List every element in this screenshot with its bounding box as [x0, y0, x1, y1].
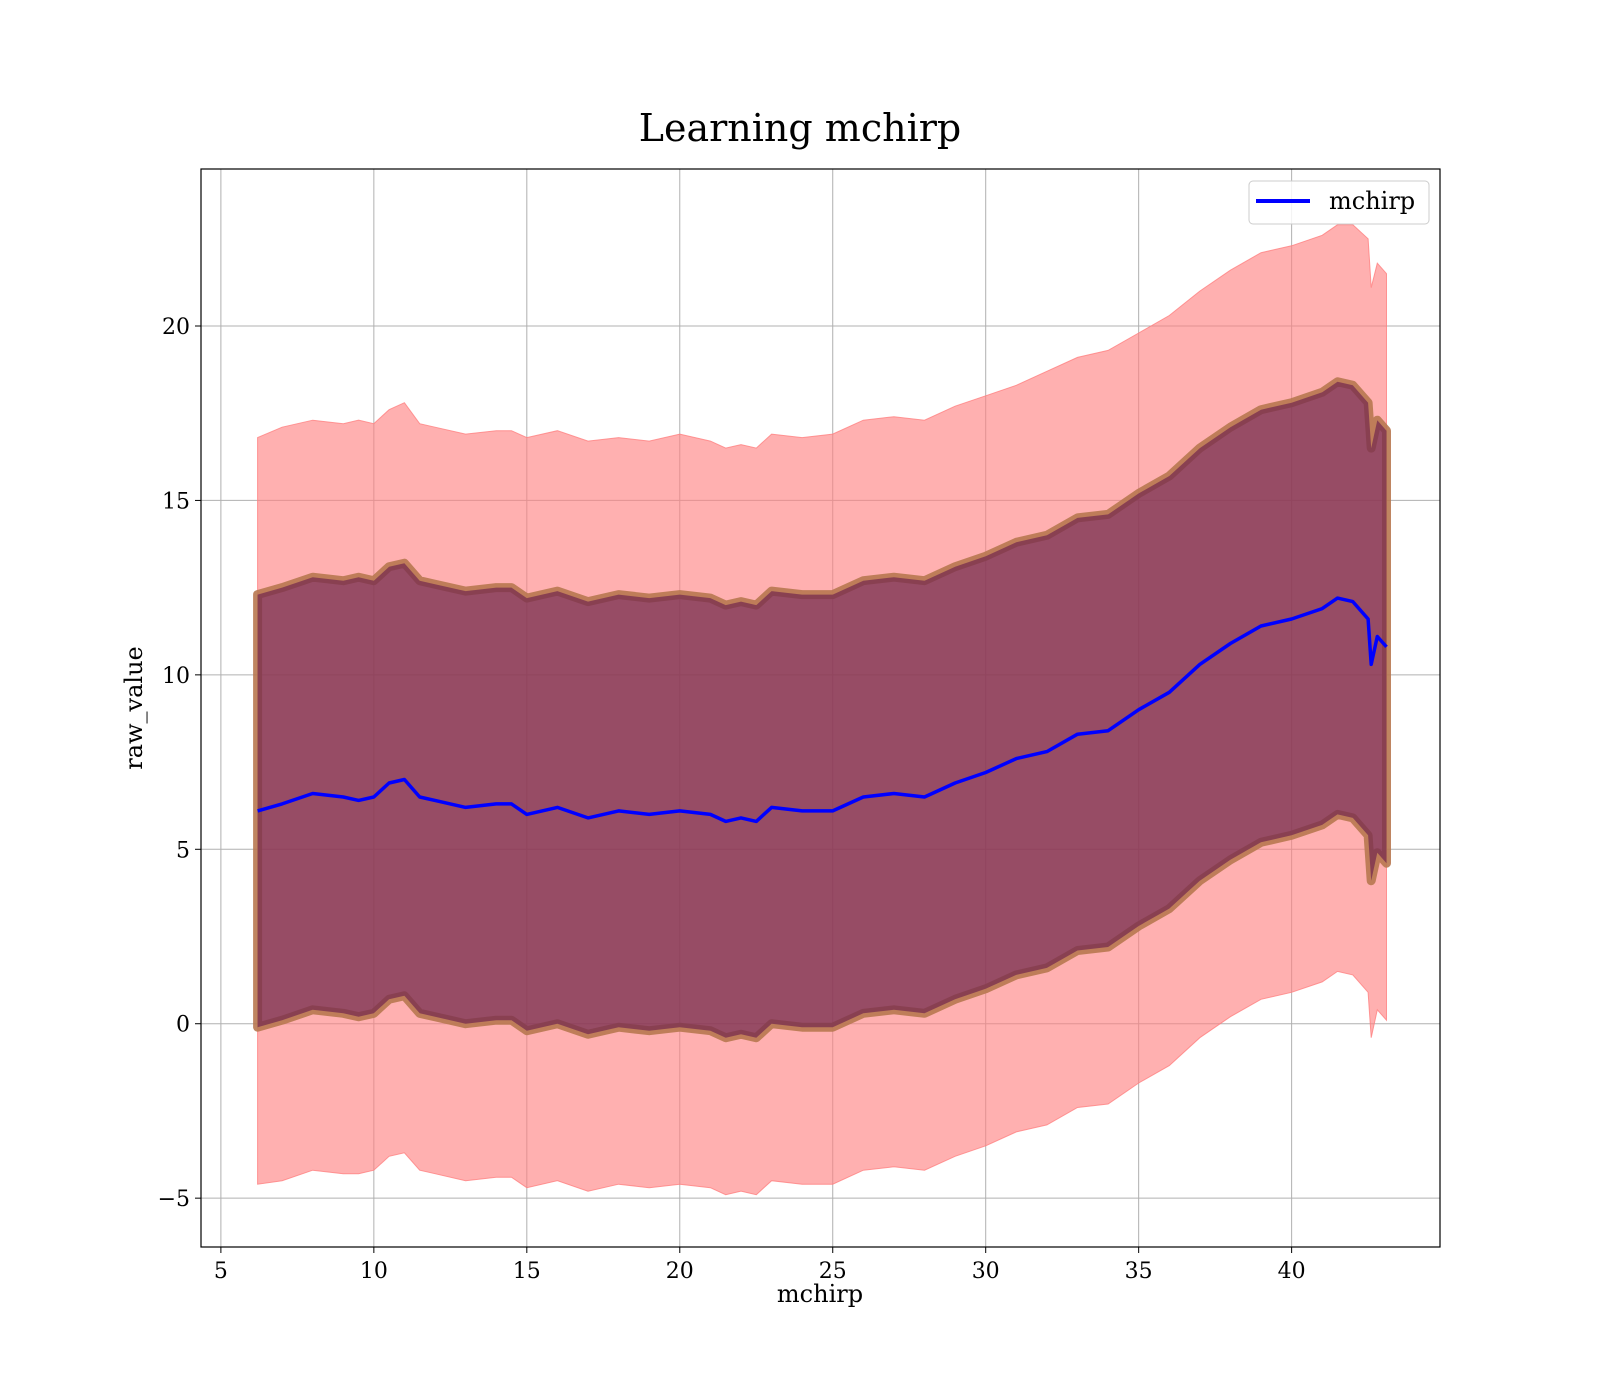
series-lines [257, 596, 1388, 824]
legend-label: mchirp [1329, 187, 1415, 215]
y-tick-label: 5 [176, 838, 190, 863]
x-tick-label: 30 [972, 1259, 1000, 1284]
x-tick-label: 5 [214, 1259, 228, 1284]
y-axis-label: raw_value [120, 646, 148, 770]
y-tick-label: 10 [162, 664, 190, 689]
x-tick-label: 15 [513, 1259, 541, 1284]
plot-frame [200, 168, 1441, 1248]
x-tick-label: 20 [666, 1259, 694, 1284]
confidence-bands [253, 224, 1391, 1196]
x-tick-label: 40 [1278, 1259, 1306, 1284]
legend: mchirp [1248, 180, 1430, 225]
inner-band [257, 381, 1387, 1038]
x-axis-ticks: 5 10 15 20 25 30 35 40 [214, 1247, 1306, 1284]
y-tick-label: 20 [162, 315, 190, 340]
chart-title: Learning mchirp [639, 106, 961, 150]
y-tick-label: −5 [158, 1187, 190, 1212]
x-tick-label: 10 [360, 1259, 388, 1284]
x-axis-label: mchirp [777, 1280, 863, 1308]
x-tick-label: 35 [1125, 1259, 1153, 1284]
legend-box [1248, 180, 1430, 225]
series-line-mchirp [257, 596, 1388, 824]
y-tick-label: 0 [176, 1013, 190, 1038]
y-axis-ticks: −5 0 5 10 15 20 [158, 315, 201, 1212]
y-tick-label: 15 [162, 489, 190, 514]
x-tick-label: 25 [819, 1259, 847, 1284]
